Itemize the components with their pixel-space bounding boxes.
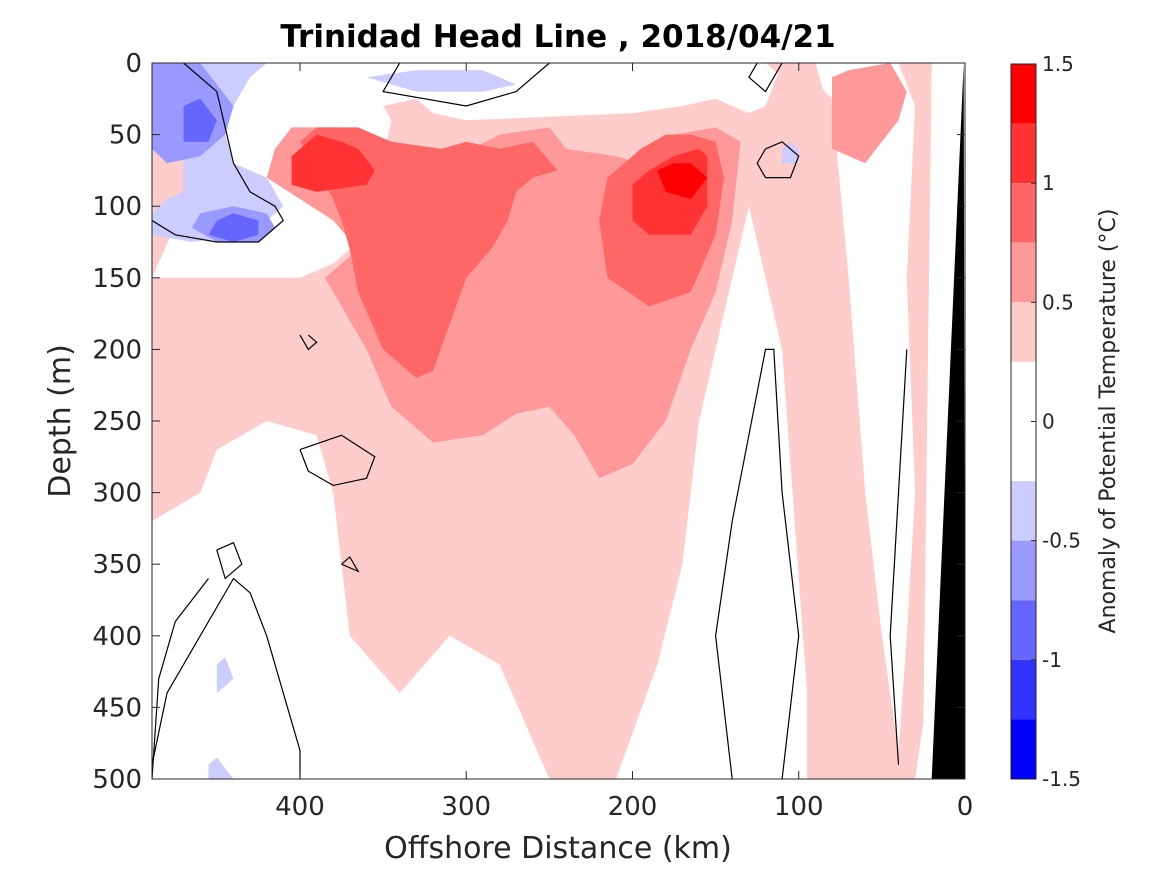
colorbar-tick-label: -0.5: [1042, 529, 1081, 553]
anomaly-region-9: [657, 163, 708, 199]
x-tick-label: 0: [957, 792, 974, 822]
zero-contour-7: [216, 541, 243, 580]
colorbar-bin-5: [1011, 361, 1036, 422]
chart-title: Trinidad Head Line , 2018/04/21: [280, 19, 835, 55]
y-tick-label: 400: [92, 622, 142, 652]
x-tick-label: 300: [441, 792, 491, 822]
anomaly-region-18: [208, 757, 234, 779]
zero-contour-9: [152, 578, 209, 779]
colorbar-tick-label: 0: [1042, 410, 1055, 434]
anomaly-contour-fills: [152, 63, 932, 779]
y-tick-label: 450: [92, 693, 142, 723]
zero-contour-2: [748, 63, 783, 93]
zero-contour-lines: [152, 63, 908, 779]
zero-contour-1: [382, 63, 550, 107]
colorbar-bin-10: [1011, 659, 1036, 720]
zero-contour-11: [889, 349, 908, 765]
anomaly-region-5: [300, 127, 558, 379]
anomaly-region-2: [765, 63, 932, 779]
zero-contour-4: [299, 334, 318, 351]
y-tick-label: 150: [92, 264, 142, 294]
zero-contour-6: [341, 556, 360, 573]
y-tick-label: 500: [92, 765, 142, 795]
zero-contour-0: [152, 63, 285, 243]
y-tick-label: 0: [125, 49, 142, 79]
y-tick-label: 50: [109, 121, 142, 151]
axes: 0 50 100 150 200 250 300 350 400 450 500 400 300 200 1…: [92, 49, 973, 822]
zero-contour-5: [299, 434, 376, 487]
colorbar: 1.5 1 0.5 0 -0.5 -1 -1.5: [1010, 52, 1081, 791]
colorbar-label: Anomaly of Potential Temperature (°C): [1096, 209, 1121, 634]
seafloor-mask: [931, 63, 965, 779]
colorbar-bin-7: [1011, 481, 1036, 541]
x-axis-label: Offshore Distance (km): [384, 831, 732, 866]
anomaly-region-14: [183, 98, 217, 142]
colorbar-tick-label: -1.5: [1042, 767, 1081, 791]
zero-contour-8: [152, 577, 301, 779]
zero-contour-3: [756, 141, 800, 179]
colorbar-tick-label: -1: [1042, 648, 1062, 672]
zero-contour-10: [714, 348, 800, 779]
anomaly-region-15: [208, 213, 259, 242]
colorbar-bin-0: [1011, 64, 1036, 124]
anomaly-region-16: [782, 141, 799, 164]
anomaly-region-4: [832, 63, 907, 164]
colorbar-bin-6: [1011, 421, 1036, 482]
anomaly-region-17: [216, 657, 234, 694]
bathymetry: [931, 63, 965, 779]
colorbar-bin-3: [1011, 242, 1036, 303]
y-tick-label: 100: [92, 192, 142, 222]
colorbar-tick-label: 0.5: [1042, 290, 1074, 314]
x-tick-label: 200: [608, 792, 658, 822]
colorbar-tick-label: 1: [1042, 171, 1055, 195]
anomaly-region-7: [291, 134, 375, 192]
colorbar-bin-2: [1011, 183, 1036, 243]
anomaly-region-11: [366, 70, 517, 92]
y-tick-label: 200: [92, 335, 142, 365]
y-tick-label: 350: [92, 550, 142, 580]
colorbar-bin-4: [1011, 302, 1036, 362]
colorbar-bin-9: [1011, 600, 1036, 660]
colorbar-bin-11: [1011, 719, 1036, 779]
y-tick-label: 300: [92, 479, 142, 509]
y-axis-label: Depth (m): [43, 344, 78, 498]
y-tick-label: 250: [92, 407, 142, 437]
x-tick-label: 100: [774, 792, 824, 822]
colorbar-tick-label: 1.5: [1042, 52, 1074, 76]
anomaly-region-1: [152, 292, 251, 421]
colorbar-bin-8: [1011, 540, 1036, 601]
colorbar-bin-1: [1011, 123, 1036, 184]
x-tick-label: 400: [275, 792, 325, 822]
